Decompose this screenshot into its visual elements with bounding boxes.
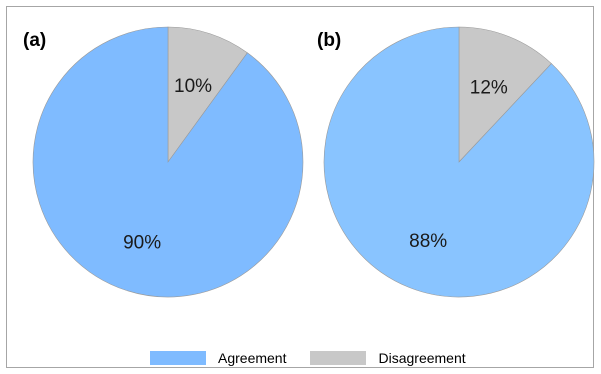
pie-a-label-disagreement: 10% (174, 76, 212, 97)
legend-item-agreement: Agreement (150, 350, 286, 366)
legend-label-disagreement: Disagreement (378, 350, 466, 366)
pie-b-label-disagreement: 12% (470, 78, 508, 99)
legend-label-agreement: Agreement (218, 350, 287, 366)
legend: Agreement Disagreement (150, 349, 490, 367)
pie-a-label-agreement: 90% (123, 233, 161, 254)
pie-a-slice-agreement (32, 26, 304, 298)
pie-a-slice-disagreement (167, 26, 248, 163)
panel-label-b: (b) (317, 30, 342, 51)
pie-b-slice-agreement (323, 26, 595, 298)
pie-b-label-agreement: 88% (409, 231, 447, 252)
legend-swatch-disagreement (310, 351, 367, 365)
legend-swatch-agreement (150, 351, 206, 365)
panel-label-a: (a) (23, 30, 47, 51)
chart-frame (6, 6, 594, 368)
legend-item-disagreement: Disagreement (310, 350, 466, 366)
pie-b-slice-disagreement (458, 26, 552, 163)
